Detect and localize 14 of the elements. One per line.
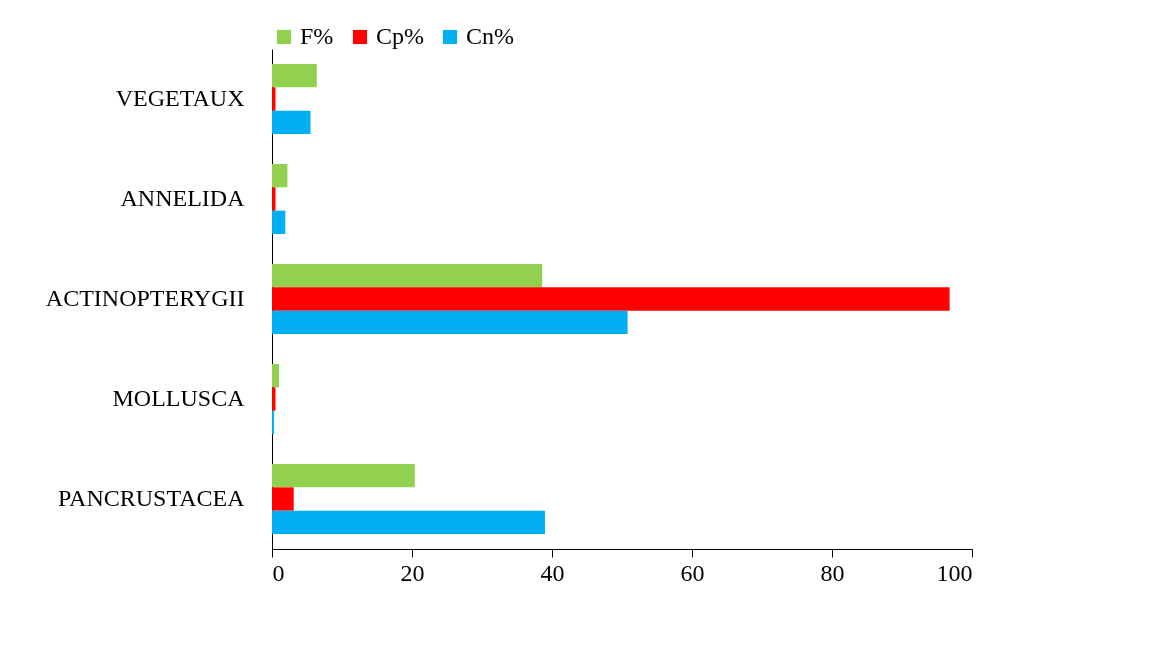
y-tick-label: VEGETAUX bbox=[115, 85, 245, 111]
y-tick-label: PANCRUSTACEA bbox=[57, 485, 246, 511]
x-tick-label: 40 bbox=[540, 559, 565, 586]
x-tick-label: 60 bbox=[680, 559, 705, 586]
legend-label: Cn% bbox=[466, 23, 515, 49]
x-tick-label: 100 bbox=[936, 559, 973, 586]
y-tick-label: ACTINOPTERYGII bbox=[45, 285, 245, 311]
legend-label: Cp% bbox=[376, 23, 425, 49]
legend-label: F% bbox=[300, 23, 334, 49]
y-tick-label: ANNELIDA bbox=[120, 185, 246, 211]
x-tick-label: 20 bbox=[400, 559, 425, 586]
y-tick-label: MOLLUSCA bbox=[112, 385, 246, 411]
x-tick-label: 80 bbox=[820, 559, 845, 586]
x-tick-label: 0 bbox=[272, 559, 285, 586]
